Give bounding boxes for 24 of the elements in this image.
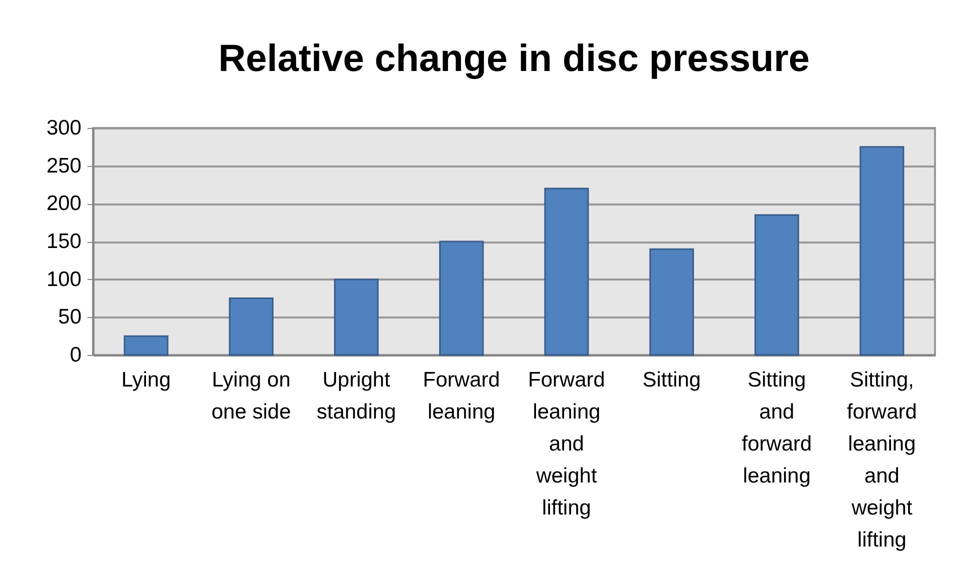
x-tick-label: Sitting and forward leaning (742, 368, 812, 488)
x-tick-label: Forward leaning (422, 368, 500, 424)
bar (649, 248, 694, 356)
x-tick-label: Sitting (642, 368, 701, 392)
y-tick-label: 0 (70, 344, 82, 366)
bar (124, 335, 168, 356)
y-tick-label: 200 (46, 192, 82, 216)
bar (334, 278, 379, 356)
bar (860, 146, 904, 356)
x-tick-label: Upright standing (316, 368, 396, 424)
y-tick-label: 100 (46, 268, 82, 291)
x-tick-label: Forward leaning and weight lifting (528, 368, 606, 520)
x-tick-label: Lying (121, 368, 171, 392)
y-tick-label: 250 (46, 154, 82, 178)
bar (228, 298, 274, 356)
x-tick-label: Sitting, forward leaning and weight lifting (846, 368, 917, 552)
y-tick-label: 150 (46, 230, 82, 253)
y-tick-label: 300 (46, 116, 82, 140)
bar (754, 214, 800, 356)
chart-title: Relative change in disc pressure (218, 38, 810, 80)
bar (439, 240, 484, 356)
bar (544, 188, 589, 356)
y-tick-label: 50 (58, 306, 82, 329)
x-tick-label: Lying on one side (212, 368, 291, 424)
